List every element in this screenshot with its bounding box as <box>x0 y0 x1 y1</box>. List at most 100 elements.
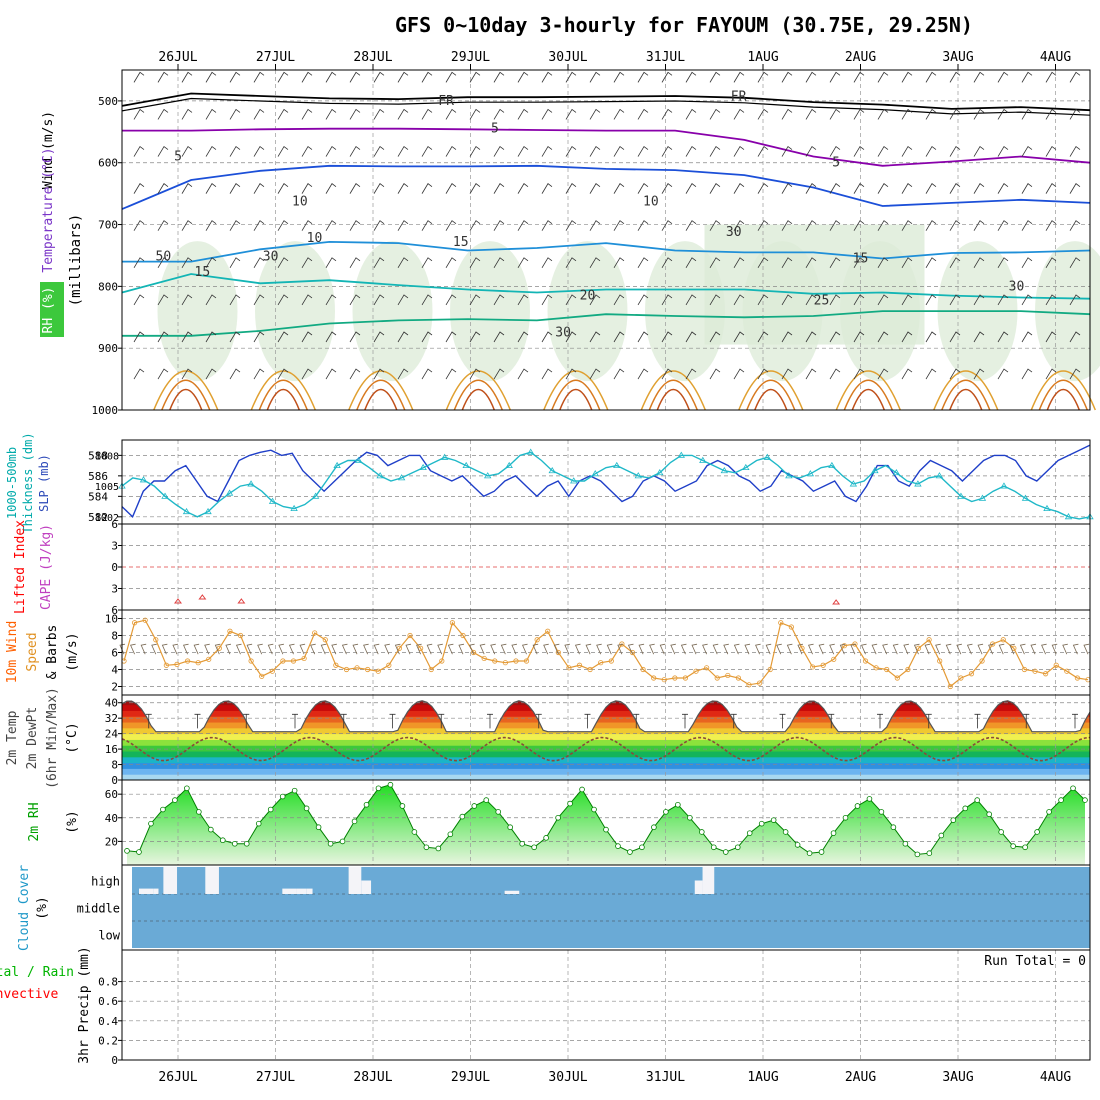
wind-barb <box>613 331 625 343</box>
wind-barb-10m <box>702 643 708 655</box>
top-date-label: 2AUG <box>845 50 876 65</box>
wind-barb <box>925 257 937 269</box>
temp-title-3: (6hr Min/Max) <box>45 687 60 789</box>
wind-speed-point <box>735 675 742 681</box>
wind-speed-point <box>1011 645 1017 651</box>
rh-point <box>878 809 885 815</box>
rh-point <box>399 803 406 809</box>
thickness-point <box>763 453 772 460</box>
wind-barb <box>1021 108 1033 120</box>
wind-barb <box>397 294 409 306</box>
wind-barb <box>229 368 241 380</box>
wind-speed-point <box>555 649 561 656</box>
wind-barb <box>733 368 745 380</box>
wind-barb <box>421 145 433 157</box>
isotherm-0 <box>121 92 1091 112</box>
wind-barb <box>973 294 985 306</box>
wind-barb <box>709 294 721 306</box>
thickness-point <box>1043 504 1051 512</box>
wind-barb <box>541 145 553 157</box>
wind-barb <box>229 183 241 194</box>
wind-speed-point <box>937 658 943 664</box>
temp-band <box>122 756 1090 764</box>
wind-barb-10m <box>193 643 200 655</box>
wind-barb-10m <box>1041 643 1047 655</box>
wind-barb-10m <box>712 643 719 655</box>
rh-point <box>1082 797 1088 803</box>
wind-barb <box>997 331 1009 343</box>
rh-point <box>866 796 873 802</box>
rh-y-tick-label: 20 <box>105 835 118 848</box>
wind-speed-point <box>1053 662 1059 668</box>
wind-barb <box>829 257 841 269</box>
wind-barb <box>445 183 457 194</box>
rh-shading <box>352 241 433 382</box>
wind-barb <box>325 331 337 343</box>
wind-barb <box>1021 257 1033 269</box>
rh-point <box>208 826 214 833</box>
thickness-point <box>268 497 277 504</box>
top-date-label: 1AUG <box>747 50 778 65</box>
wind-barb <box>949 257 961 269</box>
wind-barb-10m <box>797 643 804 655</box>
wind-speed-point <box>184 658 191 664</box>
temp-y-tick-label: 40 <box>105 697 118 710</box>
low-level-isotherm <box>258 379 308 411</box>
wind-barb <box>805 368 817 380</box>
rh-point <box>770 817 777 823</box>
thickness-point <box>247 480 255 487</box>
wind-speed-point <box>905 666 911 673</box>
top-date-label: 28JUL <box>353 50 392 65</box>
wind-barb-10m <box>500 643 507 655</box>
wind-barb <box>373 331 385 343</box>
wind-barb <box>517 108 529 120</box>
wind-barb <box>589 71 601 83</box>
wind-barb <box>781 183 793 194</box>
rh-point <box>818 849 825 855</box>
rh-point <box>758 820 765 827</box>
rh-point <box>974 797 981 803</box>
wind-speed-point <box>439 658 445 664</box>
thickness-point <box>785 472 793 479</box>
wind-barb <box>613 294 625 306</box>
wind-barb <box>661 368 673 380</box>
wind-barb <box>733 145 745 157</box>
rh-point <box>124 848 130 854</box>
precip-y-tick-label: 0.4 <box>98 1015 118 1028</box>
rh-point <box>531 844 537 851</box>
wind-barb <box>733 220 745 231</box>
wind-barb <box>973 368 985 380</box>
wind-barb <box>421 257 433 269</box>
wind-barb <box>829 368 841 380</box>
wind-barb-10m <box>839 643 846 655</box>
wind-barb <box>853 183 865 194</box>
wind-barb <box>757 183 769 194</box>
temp-ylabel: (°C) <box>65 722 80 753</box>
wind-speed-point <box>799 645 805 651</box>
wind-barb <box>757 257 769 269</box>
wind-barb <box>901 71 913 83</box>
rh-legend-swatch <box>40 282 64 337</box>
wind-title-2: Speed <box>25 632 40 671</box>
wind-barb <box>733 294 745 306</box>
wind-barb <box>685 294 697 306</box>
wind-speed-point <box>1043 671 1049 677</box>
wind-barb <box>685 220 697 231</box>
wind-barb-10m <box>521 643 528 655</box>
wind-barb <box>949 220 961 231</box>
wind-barb <box>517 257 529 269</box>
temp-minmax-marker <box>633 713 640 729</box>
wind-barb <box>277 183 289 194</box>
wind-barb <box>949 368 961 380</box>
wind-barb <box>997 108 1009 120</box>
wind-barb-10m <box>564 643 571 655</box>
thickness-point <box>483 472 492 479</box>
wind-barb-10m <box>278 643 284 655</box>
wind-barb <box>613 368 625 380</box>
wind-speed-point <box>237 632 244 639</box>
wind-barb <box>253 331 265 343</box>
wind-barb <box>349 331 361 343</box>
wind-speed-point <box>163 662 169 668</box>
wind-barb <box>925 220 937 231</box>
wind-title-1: 10m Wind <box>5 621 20 684</box>
